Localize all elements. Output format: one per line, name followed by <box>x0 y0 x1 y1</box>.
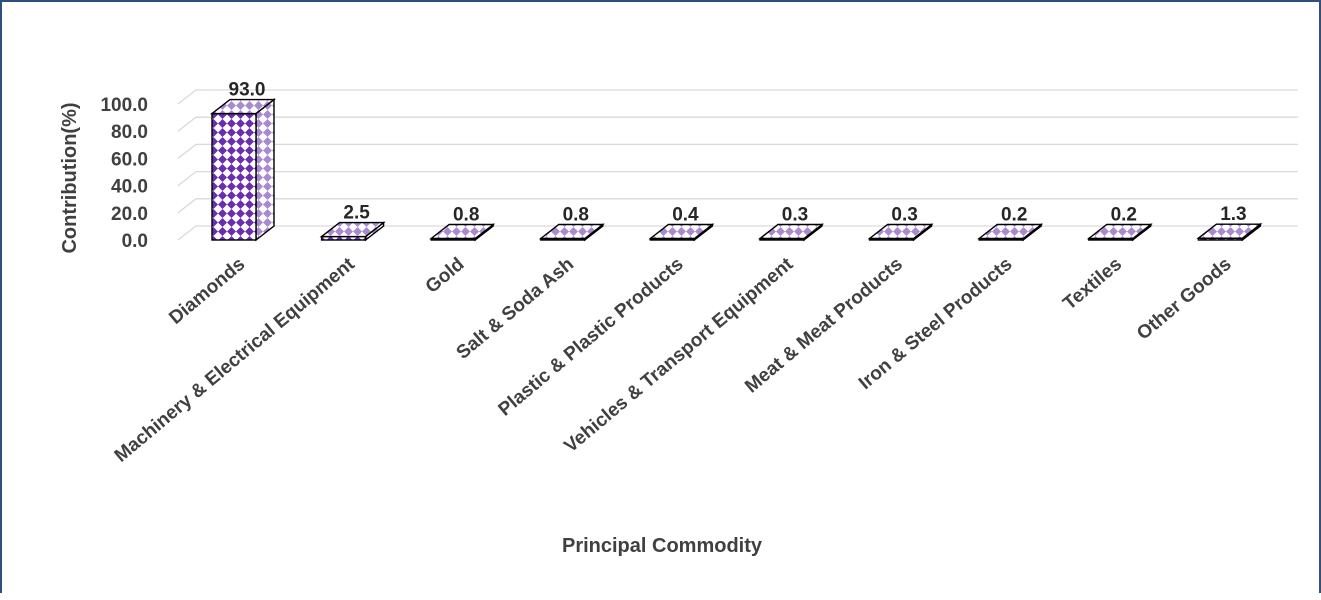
data-label: 0.3 <box>782 205 808 226</box>
bar-top <box>1196 223 1263 239</box>
bar <box>757 223 825 242</box>
data-label: 0.2 <box>1001 205 1027 226</box>
data-label: 0.8 <box>563 205 589 226</box>
gridline <box>177 89 1298 105</box>
bar <box>209 98 277 242</box>
data-label: 1.3 <box>1220 204 1246 225</box>
category-label: Diamonds <box>165 254 249 329</box>
bar <box>1086 223 1153 242</box>
data-label: 0.2 <box>1111 205 1137 226</box>
data-label: 93.0 <box>229 80 266 101</box>
data-labels: 93.0 2.5 0.8 0.8 0.4 0.3 0.3 0.2 0.2 1.3 <box>229 80 1247 226</box>
category-label: Machinery & Electrical Equipment <box>111 253 360 466</box>
y-tick-label: 20.0 <box>111 204 148 225</box>
y-tick-label: 40.0 <box>111 177 148 198</box>
bar <box>429 223 496 242</box>
bar-side <box>255 98 275 242</box>
bar-front <box>211 112 257 241</box>
bar <box>648 223 715 242</box>
category-label: Gold <box>422 254 469 298</box>
bar-top <box>867 223 934 240</box>
bar <box>319 221 386 242</box>
category-label: Salt & Soda Ash <box>453 254 578 364</box>
category-label: Textiles <box>1059 254 1126 315</box>
data-label: 2.5 <box>343 203 370 224</box>
gridline <box>177 198 1298 214</box>
bar-top <box>1086 223 1153 240</box>
y-tick-label: 60.0 <box>111 149 148 170</box>
data-label: 0.3 <box>891 205 917 226</box>
y-tick-label: 100.0 <box>100 95 148 116</box>
bar-top <box>319 221 386 238</box>
bar <box>977 223 1044 242</box>
gridline <box>177 170 1298 187</box>
gridline <box>177 143 1298 159</box>
bar-top <box>429 223 496 240</box>
bar-top <box>209 98 277 115</box>
bar-top <box>977 223 1044 240</box>
bar <box>1196 222 1263 242</box>
y-tick-label: 0.0 <box>122 231 148 252</box>
bars <box>209 98 1263 242</box>
category-label: Vehicles & Transport Equipment <box>560 253 797 457</box>
bar-top <box>757 223 825 240</box>
bar-top <box>538 223 605 240</box>
x-axis-title: Principal Commodity <box>562 535 763 557</box>
category-label: Plastic & Plastic Products <box>495 254 688 421</box>
bar <box>538 223 605 242</box>
data-label: 0.4 <box>672 205 699 226</box>
bar <box>867 223 934 242</box>
y-axis-title: Contribution(%) <box>59 102 81 253</box>
category-label: Other Goods <box>1133 254 1235 345</box>
gridline <box>177 116 1298 132</box>
y-tick-label: 80.0 <box>111 122 148 143</box>
y-axis-ticks: 0.0 20.0 40.0 60.0 80.0 100.0 <box>100 95 148 252</box>
data-label: 0.8 <box>453 205 479 226</box>
bar-top <box>648 223 715 240</box>
